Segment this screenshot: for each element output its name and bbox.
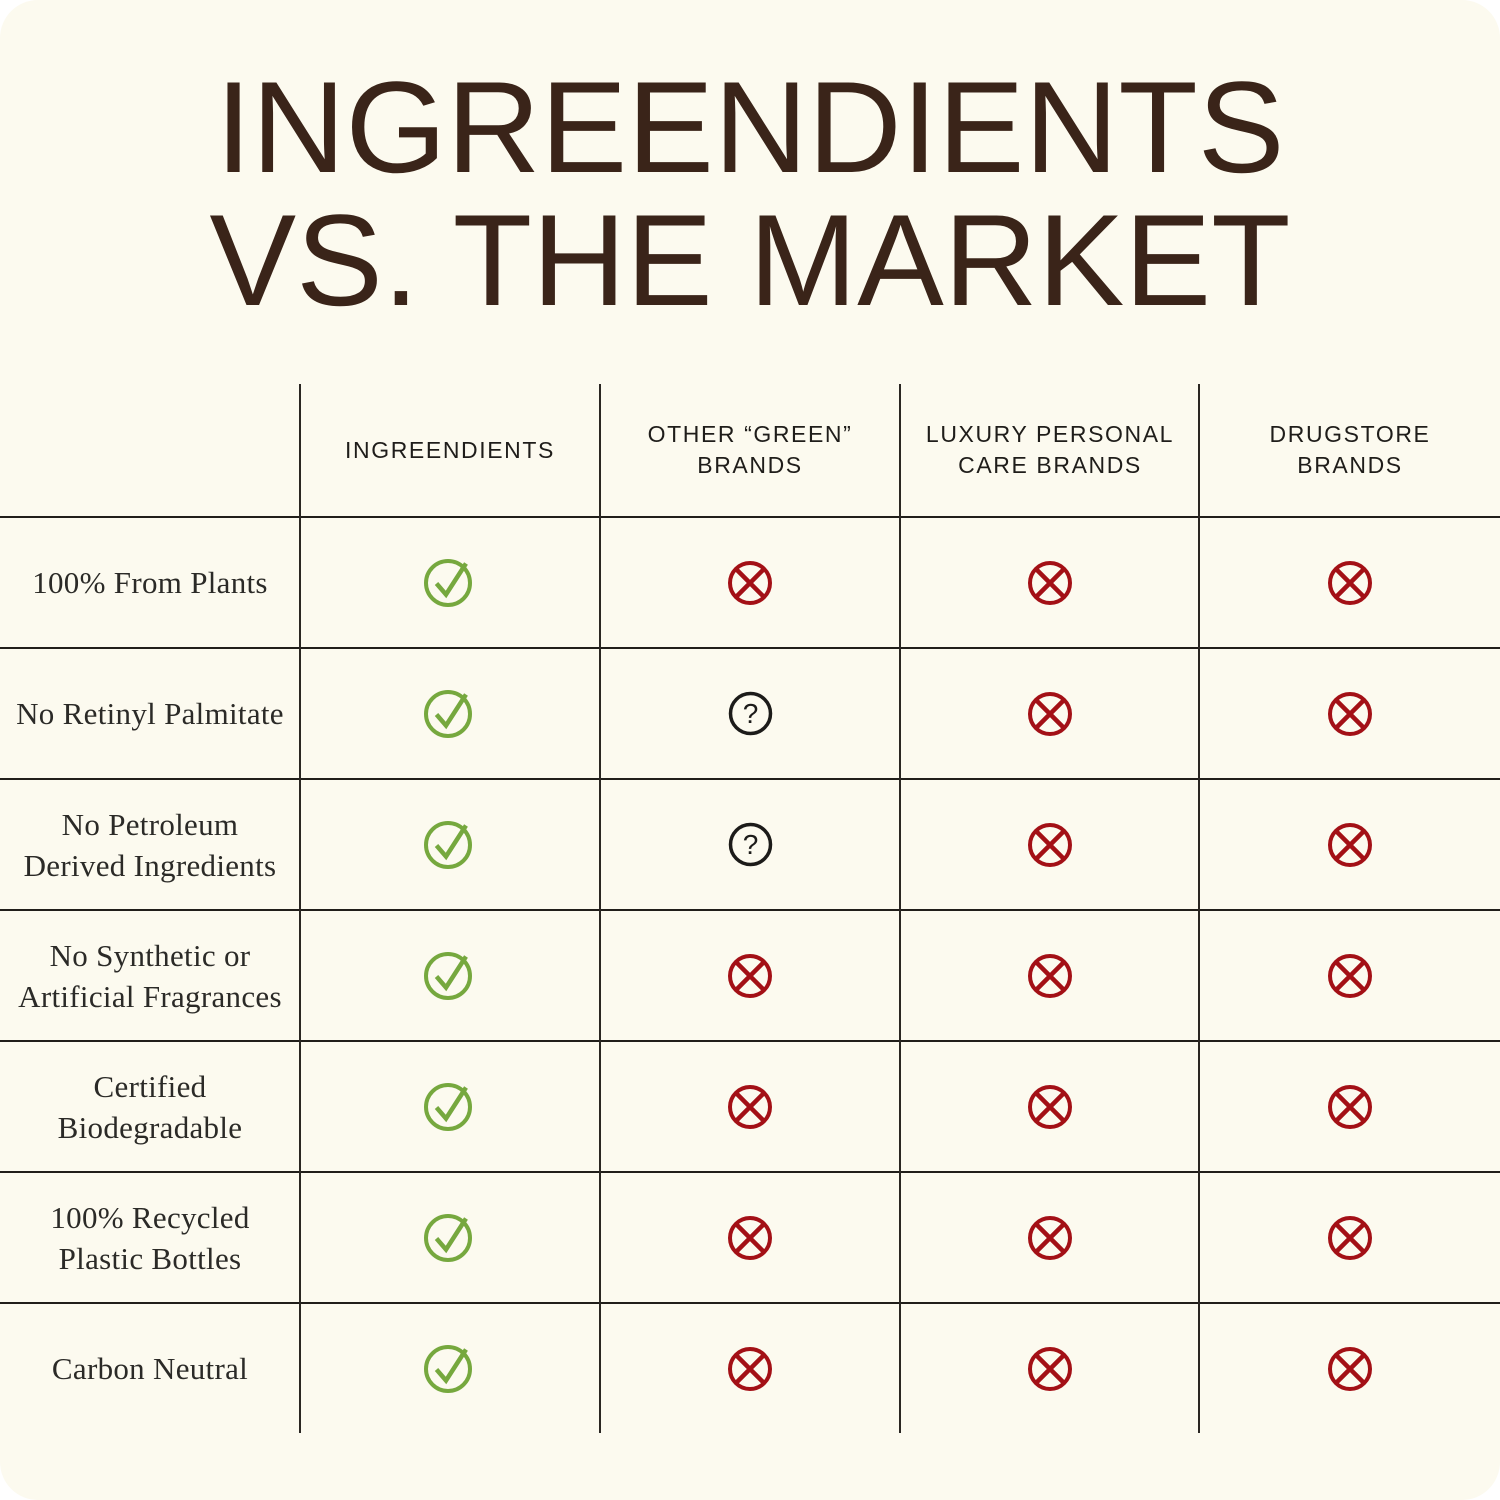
cross-circle-icon (600, 911, 900, 1040)
svg-text:?: ? (742, 698, 758, 729)
row-label: 100% From Plants (32, 565, 268, 600)
cross-circle-icon (600, 1042, 900, 1171)
check-circle-icon (300, 1173, 600, 1302)
column-header-label: BRANDS (697, 452, 803, 478)
column-header-ingreendients: INGREENDIENTS (300, 384, 600, 516)
page-title-line-2: VS. THE MARKET (209, 187, 1291, 333)
cross-circle-icon (1200, 1173, 1500, 1302)
row-label: No Petroleum Derived Ingredients (23, 806, 277, 883)
cross-circle-icon (600, 1304, 900, 1433)
cross-circle-icon (900, 649, 1200, 778)
column-header-label: DRUGSTORE (1269, 421, 1431, 447)
cross-circle-icon (900, 1042, 1200, 1171)
check-circle-icon (300, 780, 600, 909)
table-row: No Retinyl Palmitate ? (0, 647, 1500, 778)
column-divider (299, 384, 301, 1433)
row-label: Carbon Neutral (51, 1351, 249, 1386)
row-label: Certified Biodegradable (57, 1068, 243, 1145)
column-header-luxury-personal-care-brands: LUXURY PERSONAL CARE BRANDS (900, 384, 1200, 516)
table-row: 100% Recycled Plastic Bottles (0, 1171, 1500, 1302)
column-header-label: LUXURY PERSONAL (925, 421, 1175, 447)
check-circle-icon (300, 649, 600, 778)
cross-circle-icon (1200, 1042, 1500, 1171)
page-title-line-1: INGREENDIENTS (215, 54, 1285, 200)
cross-circle-icon (1200, 911, 1500, 1040)
comparison-table: INGREENDIENTS OTHER “GREEN” BRANDS LUXUR… (0, 384, 1500, 1433)
cross-circle-icon (1200, 780, 1500, 909)
check-circle-icon (300, 1042, 600, 1171)
corner-cell (0, 384, 300, 516)
svg-text:?: ? (742, 829, 758, 860)
page-title: INGREENDIENTS VS. THE MARKET (0, 61, 1500, 327)
cross-circle-icon (900, 1304, 1200, 1433)
column-header-label: BRANDS (1297, 452, 1403, 478)
check-circle-icon (300, 1304, 600, 1433)
row-label: No Retinyl Palmitate (16, 696, 284, 731)
column-divider (599, 384, 601, 1433)
table-row: 100% From Plants (0, 516, 1500, 647)
cross-circle-icon (600, 518, 900, 647)
cross-circle-icon (900, 518, 1200, 647)
cross-circle-icon (1200, 518, 1500, 647)
table-header-row: INGREENDIENTS OTHER “GREEN” BRANDS LUXUR… (0, 384, 1500, 516)
column-header-label: INGREENDIENTS (345, 436, 555, 463)
table-row: Carbon Neutral (0, 1302, 1500, 1433)
cross-circle-icon (900, 780, 1200, 909)
column-header-drugstore-brands: DRUGSTORE BRANDS (1200, 384, 1500, 516)
column-header-label: OTHER “GREEN” (647, 421, 853, 447)
row-label: 100% Recycled Plastic Bottles (50, 1199, 250, 1276)
cross-circle-icon (1200, 649, 1500, 778)
question-circle-icon: ? (600, 649, 900, 778)
column-header-other-green-brands: OTHER “GREEN” BRANDS (600, 384, 900, 516)
table-row: Certified Biodegradable (0, 1040, 1500, 1171)
cross-circle-icon (900, 1173, 1200, 1302)
table-row: No Petroleum Derived Ingredients ? (0, 778, 1500, 909)
row-label: No Synthetic or Artificial Fragrances (18, 937, 282, 1014)
column-divider (1198, 384, 1200, 1433)
cross-circle-icon (1200, 1304, 1500, 1433)
check-circle-icon (300, 518, 600, 647)
check-circle-icon (300, 911, 600, 1040)
table-row: No Synthetic or Artificial Fragrances (0, 909, 1500, 1040)
question-circle-icon: ? (600, 780, 900, 909)
column-header-label: CARE BRANDS (958, 452, 1142, 478)
column-divider (899, 384, 901, 1433)
cross-circle-icon (600, 1173, 900, 1302)
cross-circle-icon (900, 911, 1200, 1040)
